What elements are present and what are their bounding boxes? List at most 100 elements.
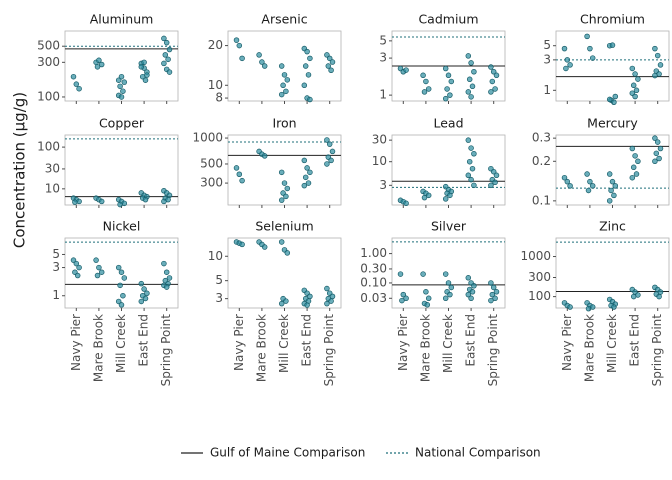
data-point	[420, 271, 426, 277]
data-point	[447, 291, 453, 298]
data-point	[118, 94, 125, 100]
data-point	[284, 185, 291, 192]
data-point	[142, 196, 149, 203]
data-point	[445, 280, 452, 286]
data-point	[301, 157, 308, 164]
data-point	[657, 62, 664, 68]
data-point	[606, 96, 613, 103]
data-point	[632, 93, 638, 100]
data-point	[307, 55, 313, 62]
data-point	[469, 83, 476, 90]
data-point	[447, 192, 453, 199]
data-point	[261, 63, 268, 69]
data-point	[468, 295, 474, 302]
data-point	[629, 174, 636, 181]
data-point	[611, 192, 617, 199]
data-point	[121, 275, 128, 281]
data-point	[489, 291, 496, 298]
data-point	[328, 157, 334, 164]
data-point	[635, 76, 641, 82]
data-point	[163, 269, 170, 275]
data-point	[278, 169, 285, 176]
data-point	[425, 192, 432, 199]
data-point	[609, 178, 616, 185]
data-point	[468, 176, 474, 183]
data-point	[561, 45, 568, 52]
data-point	[141, 286, 147, 292]
data-point	[72, 199, 78, 205]
data-point	[94, 64, 101, 70]
data-point	[73, 260, 80, 267]
data-point	[328, 67, 334, 74]
data-point	[118, 73, 125, 80]
x-tick-label: Mare Brook	[582, 314, 596, 382]
data-point	[70, 73, 77, 80]
data-point	[304, 302, 310, 308]
data-point	[161, 35, 167, 42]
data-point	[654, 139, 661, 145]
data-point	[162, 52, 169, 58]
data-point	[469, 289, 476, 295]
x-tick-label: Spring Point	[322, 314, 336, 387]
data-point	[324, 300, 330, 307]
data-point	[239, 241, 245, 248]
data-point	[302, 63, 309, 69]
x-tick-label: Mill Creek	[114, 314, 128, 373]
data-point	[567, 304, 573, 310]
data-point	[93, 257, 99, 263]
data-point	[585, 187, 592, 194]
data-point	[304, 165, 310, 171]
data-point	[420, 72, 426, 79]
data-point	[493, 172, 500, 179]
data-point	[283, 88, 289, 95]
y-tick-label: 1	[543, 83, 551, 97]
y-tick-label: 300	[528, 270, 551, 284]
data-point	[466, 76, 473, 83]
data-point	[465, 172, 472, 179]
data-point	[652, 158, 658, 165]
data-point	[563, 65, 569, 72]
y-tick-label: 20	[208, 38, 223, 52]
data-point	[425, 295, 432, 302]
data-point	[400, 291, 407, 298]
data-point	[490, 284, 497, 291]
data-point	[284, 250, 291, 256]
data-point	[488, 297, 494, 304]
data-point	[442, 95, 449, 102]
data-point	[633, 171, 640, 177]
data-point	[403, 200, 409, 207]
data-point	[73, 81, 80, 87]
x-tick-label: East End	[464, 314, 478, 367]
data-point	[256, 52, 262, 58]
y-tick-label: 10	[208, 78, 223, 92]
data-point	[304, 48, 310, 55]
y-tick-label: 100	[528, 289, 551, 303]
data-point	[585, 305, 592, 312]
x-tick-label: Spring Point	[650, 314, 664, 387]
data-point	[144, 72, 150, 78]
x-tick-label: Mill Creek	[605, 314, 619, 373]
data-point	[656, 293, 662, 300]
data-point	[493, 289, 500, 295]
data-point	[278, 91, 285, 98]
data-point	[632, 153, 638, 159]
y-tick-label: 500	[200, 156, 223, 170]
data-point	[493, 72, 500, 79]
y-tick-label: 10	[45, 181, 60, 195]
data-point	[163, 39, 170, 46]
data-point	[468, 94, 474, 100]
data-point	[329, 59, 336, 65]
data-point	[324, 137, 330, 143]
y-tick-label: 300	[37, 55, 60, 69]
data-point	[399, 297, 405, 304]
data-point	[448, 284, 455, 291]
data-point	[611, 99, 617, 106]
y-tick-label: 30	[372, 133, 387, 147]
data-point	[141, 59, 147, 66]
data-point	[465, 137, 472, 143]
data-point	[587, 178, 593, 185]
data-point	[142, 77, 149, 83]
x-tick-label: Mare Brook	[91, 314, 105, 382]
strip-title: Copper	[99, 116, 145, 131]
panel	[391, 237, 506, 309]
